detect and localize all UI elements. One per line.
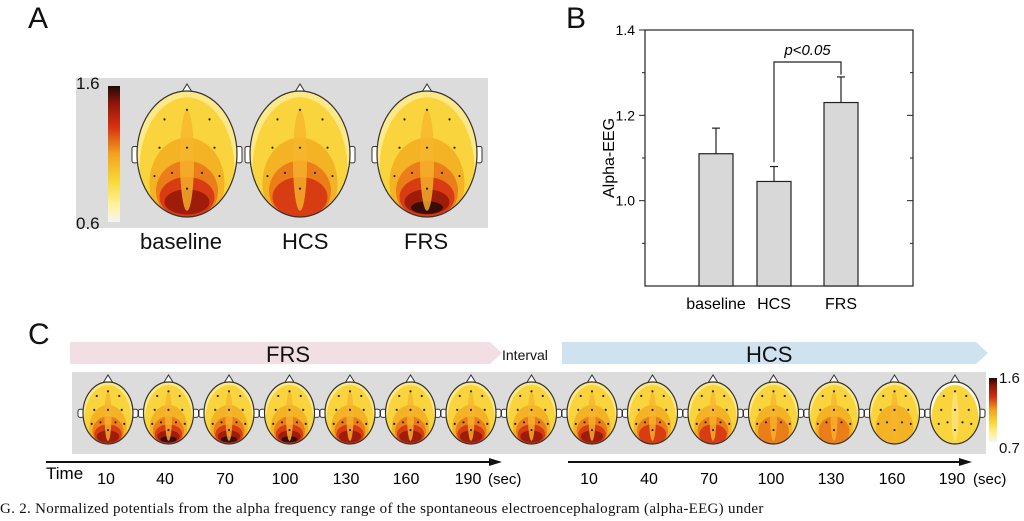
topomap-row-a: [131, 83, 483, 218]
topomap-c-15: [924, 374, 986, 445]
figure-caption: G. 2. Normalized potentials from the alp…: [0, 501, 764, 517]
topomap-c-6: [380, 374, 441, 445]
time-unit-1: (sec): [488, 471, 521, 488]
scale-max-label: 1.6: [76, 74, 100, 93]
time-arrowhead-2: [959, 458, 972, 466]
condition-arrows: [70, 342, 988, 364]
topomap-c-5: [319, 374, 381, 445]
topomap-row-c: [77, 374, 986, 445]
topomap-c-10: [622, 374, 683, 445]
scale-max-label-c: 1.6: [999, 370, 1020, 387]
time-tick-label: 100: [758, 471, 785, 488]
topomap-c-14: [864, 374, 925, 445]
panel-label-c: C: [28, 318, 50, 351]
time-tick-label: 70: [216, 471, 234, 488]
bar-baseline: [698, 153, 734, 287]
frs-arrow: [70, 342, 502, 364]
colorbar-c: [989, 378, 997, 442]
interval-label: Interval: [502, 347, 548, 363]
hcs-label: HCS: [746, 342, 793, 367]
time-tick-label: 10: [97, 471, 115, 488]
significance-bracket: [773, 61, 842, 163]
time-tick-label: 10: [580, 471, 598, 488]
topomap-c-1: [77, 374, 139, 445]
scale-min-label-c: 0.7: [999, 440, 1020, 457]
topomap-c-2: [138, 374, 199, 445]
time-tick-label: 40: [640, 471, 658, 488]
panel-label-b: B: [566, 2, 587, 35]
bar-chart: 1.0 1.2 1.4 Alpha-EEG baseline HCS FRS p<0.05: [601, 22, 914, 313]
time-tick-label: 160: [393, 471, 420, 488]
scale-min-label: 0.6: [76, 214, 100, 233]
time-tick-label: 100: [272, 471, 299, 488]
topomap-c-4: [259, 374, 320, 445]
time-arrowhead-1: [489, 458, 502, 466]
x-tick-label: FRS: [825, 296, 857, 313]
x-tick-label: baseline: [686, 296, 746, 313]
topomap-frs: [371, 83, 483, 218]
time-tick-label: 190: [455, 471, 482, 488]
time-unit-2: (sec): [973, 471, 1006, 488]
colorbar: [108, 86, 120, 222]
time-tick-label: 40: [156, 471, 174, 488]
time-tick-label: 160: [879, 471, 906, 488]
topomap-c-3: [198, 374, 260, 445]
topomap-c-11: [682, 374, 744, 445]
time-label: Time: [46, 464, 83, 483]
time-tick-label: 130: [818, 471, 845, 488]
time-axis: Time 10 40 70 100 130 160 190 10 40 70 100 130 160 190…: [46, 458, 1006, 488]
condition-label-frs: FRS: [404, 229, 448, 254]
bar-frs: [823, 101, 859, 287]
panel-label-a: A: [28, 2, 49, 35]
topomap-c-13: [803, 374, 865, 445]
time-tick-label: 190: [939, 471, 966, 488]
significance-label: p<0.05: [783, 42, 831, 59]
condition-label-baseline: baseline: [140, 229, 222, 254]
condition-label-hcs: HCS: [282, 229, 329, 254]
time-tick-label: 130: [333, 471, 360, 488]
topomap-c-7: [440, 374, 502, 445]
topomap-c-12: [743, 374, 804, 445]
topomap-hcs: [244, 83, 356, 218]
topomap-baseline: [131, 83, 243, 218]
hcs-arrow: [562, 342, 988, 364]
y-tick-label: 1.4: [616, 22, 636, 38]
bar-hcs: [756, 180, 792, 287]
topomap-c-8: [501, 374, 562, 445]
topomap-c-9: [561, 374, 623, 445]
y-tick-label: 1.0: [616, 193, 636, 209]
x-tick-label: HCS: [757, 296, 791, 313]
y-axis-label: Alpha-EEG: [601, 118, 618, 198]
time-tick-label: 70: [700, 471, 718, 488]
y-tick-label: 1.2: [616, 107, 636, 123]
frs-label: FRS: [266, 342, 310, 367]
